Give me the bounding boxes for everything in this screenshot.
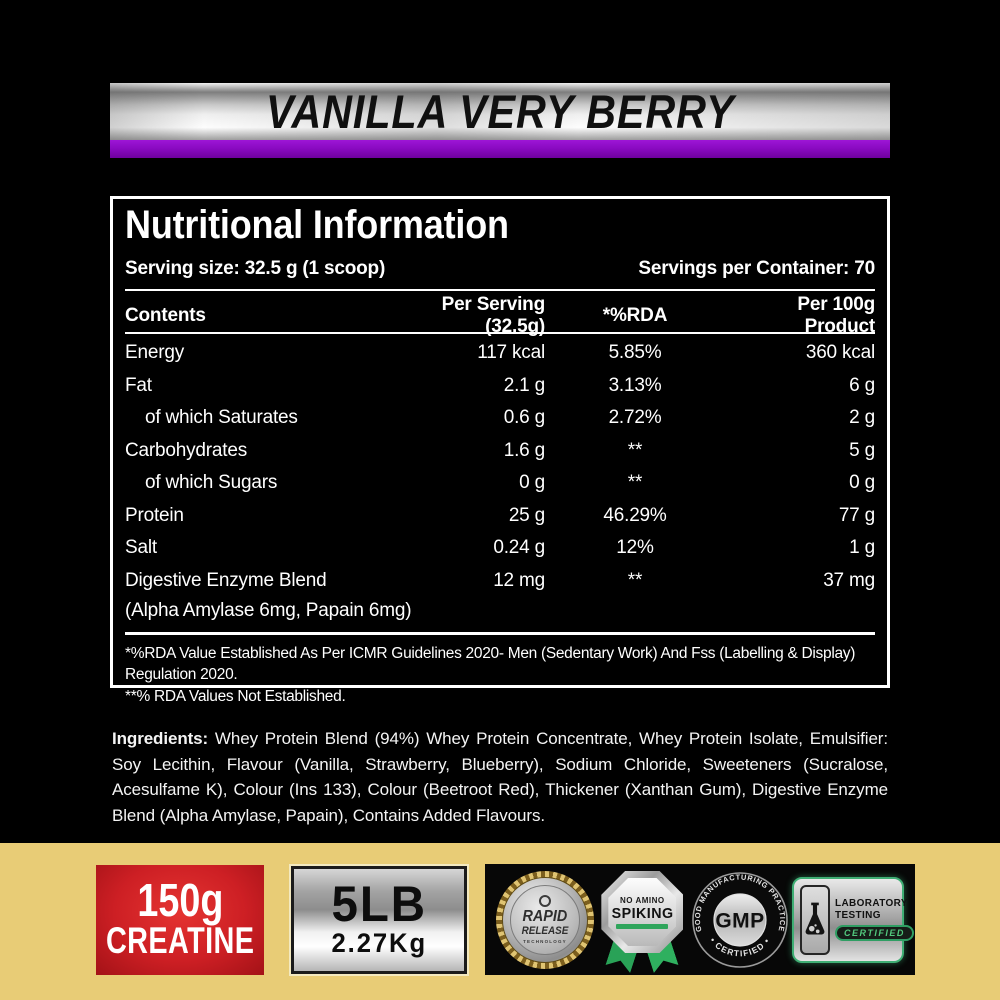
creatine-label: CREATINE <box>105 920 255 962</box>
col-rda: *%RDA <box>602 304 668 326</box>
weight-badge-inner: 5LB 2.27Kg <box>294 869 464 971</box>
gmp-outer-ring <box>691 871 788 968</box>
gmp-center-text: GMP <box>715 909 764 932</box>
lab-testing-badge: LABORATORY TESTING CERTIFIED <box>791 876 914 963</box>
row-name: Carbohydrates <box>125 439 248 461</box>
certified-pill: CERTIFIED <box>834 925 914 942</box>
row-per-100g: 2 g <box>849 407 875 429</box>
row-per-serving: 117 kcal <box>477 342 545 364</box>
octagon-badge: NO AMINO SPIKING <box>601 871 684 953</box>
weight-lb: 5LB <box>331 875 427 932</box>
row-per-100g: 1 g <box>849 537 875 559</box>
row-rda: ** <box>627 569 643 591</box>
flask-icon <box>805 902 825 935</box>
divider <box>125 331 875 334</box>
row-name: Fat <box>125 374 152 396</box>
flavor-banner: VANILLA VERY BERRY <box>110 83 890 140</box>
row-per-serving: 12 mg <box>493 569 545 591</box>
serving-size: Serving size: 32.5 g (1 scoop) <box>125 257 386 279</box>
row-per-100g: 6 g <box>849 374 875 396</box>
row-rda: ** <box>627 439 643 461</box>
green-bar <box>616 923 669 929</box>
flask-box <box>799 884 830 955</box>
table-row: Protein 25 g 46.29% 77 g <box>125 499 875 532</box>
weight-badge: 5LB 2.27Kg <box>289 864 469 976</box>
flavor-name: VANILLA VERY BERRY <box>265 85 735 138</box>
row-per-100g: 77 g <box>838 504 875 526</box>
row-per-serving: 0.6 g <box>503 407 545 429</box>
row-rda: 2.72% <box>608 407 662 429</box>
col-per-100g: Per 100g Product <box>797 293 875 337</box>
row-per-100g: 5 g <box>849 439 875 461</box>
table-body: Energy 117 kcal 5.85% 360 kcal Fat 2.1 g… <box>113 337 887 597</box>
table-row: Fat 2.1 g 3.13% 6 g <box>125 369 875 402</box>
row-name: of which Sugars <box>145 472 278 494</box>
row-per-100g: 37 mg <box>823 569 875 591</box>
row-name: Protein <box>125 504 184 526</box>
timer-icon <box>539 895 551 908</box>
serving-row: Serving size: 32.5 g (1 scoop) Servings … <box>125 257 875 281</box>
row-rda: 46.29% <box>603 504 667 526</box>
row-per-serving: 0 g <box>519 472 545 494</box>
footnote-rda: *%RDA Value Established As Per ICMR Guid… <box>125 644 856 684</box>
octagon-inner: NO AMINO SPIKING <box>608 878 677 946</box>
testing-text: TESTING <box>834 908 881 921</box>
row-name: Energy <box>125 342 185 364</box>
ingredients-label: Ingredients: <box>112 729 209 748</box>
footnote-not-established: **% RDA Values Not Established. <box>125 687 346 705</box>
divider <box>125 288 875 291</box>
table-row: Salt 0.24 g 12% 1 g <box>125 532 875 565</box>
ingredients-text: Whey Protein Blend (94%) Whey Protein Co… <box>112 729 888 825</box>
weight-kg: 2.27Kg <box>331 928 427 959</box>
no-amino-text: NO AMINO <box>620 895 665 905</box>
servings-per-container: Servings per Container: 70 <box>638 257 875 279</box>
table-row: of which Saturates 0.6 g 2.72% 2 g <box>125 402 875 435</box>
table-row: Energy 117 kcal 5.85% 360 kcal <box>125 337 875 370</box>
ingredients-paragraph: Ingredients: Whey Protein Blend (94%) Wh… <box>112 726 888 828</box>
nutrition-panel: Nutritional Information Serving size: 32… <box>110 196 890 705</box>
table-row: Carbohydrates 1.6 g ** 5 g <box>125 434 875 467</box>
purple-stripe <box>110 140 890 158</box>
divider-thick <box>125 631 875 635</box>
col-contents: Contents <box>125 304 206 326</box>
table-row: of which Sugars 0 g ** 0 g <box>125 467 875 500</box>
table-row: Digestive Enzyme Blend 12 mg ** 37 mg <box>125 564 875 597</box>
row-rda: 3.13% <box>608 374 662 396</box>
row-per-serving: 0.24 g <box>493 537 545 559</box>
col-per-serving: Per Serving (32.5g) <box>441 293 546 337</box>
gmp-badge: GOOD MANUFACTURING PRACTICE • CERTIFIED … <box>691 871 788 968</box>
seal-center: RAPID RELEASE TECHNOLOGY <box>510 884 580 955</box>
panel-title: Nutritional Information <box>125 203 509 247</box>
row-rda: ** <box>627 472 643 494</box>
row-per-100g: 0 g <box>849 472 875 494</box>
footnotes: *%RDA Value Established As Per ICMR Guid… <box>125 643 875 708</box>
release-text: RELEASE <box>521 925 569 938</box>
spiking-text: SPIKING <box>611 904 674 922</box>
row-rda: 12% <box>616 537 654 559</box>
row-name: Salt <box>125 537 157 559</box>
no-amino-spiking-badge: NO AMINO SPIKING <box>597 867 687 972</box>
row-per-serving: 2.1 g <box>503 374 545 396</box>
certification-tray: RAPID RELEASE TECHNOLOGY NO AMINO SPIKIN… <box>485 864 915 975</box>
row-rda: 5.85% <box>608 342 662 364</box>
gmp-center-disc <box>713 892 767 947</box>
creatine-amount: 150g <box>136 873 223 926</box>
row-per-serving: 1.6 g <box>503 439 545 461</box>
laboratory-text: LABORATORY <box>834 896 908 909</box>
row-name: of which Saturates <box>145 407 298 429</box>
rapid-release-seal: RAPID RELEASE TECHNOLOGY <box>496 870 594 969</box>
row-name: Digestive Enzyme Blend <box>125 569 327 591</box>
lab-text-block: LABORATORY TESTING CERTIFIED <box>834 896 914 942</box>
row-per-serving: 25 g <box>508 504 545 526</box>
bottom-strip: 150g CREATINE 5LB 2.27Kg RAPID RELEASE T… <box>0 843 1000 1000</box>
rapid-text: RAPID <box>522 908 568 926</box>
row-per-100g: 360 kcal <box>805 342 875 364</box>
table-header: Contents Per Serving (32.5g) *%RDA Per 1… <box>125 294 875 337</box>
enzyme-blend-note: (Alpha Amylase 6mg, Papain 6mg) <box>125 599 412 621</box>
creatine-badge: 150g CREATINE <box>96 865 264 975</box>
technology-text: TECHNOLOGY <box>523 938 567 944</box>
